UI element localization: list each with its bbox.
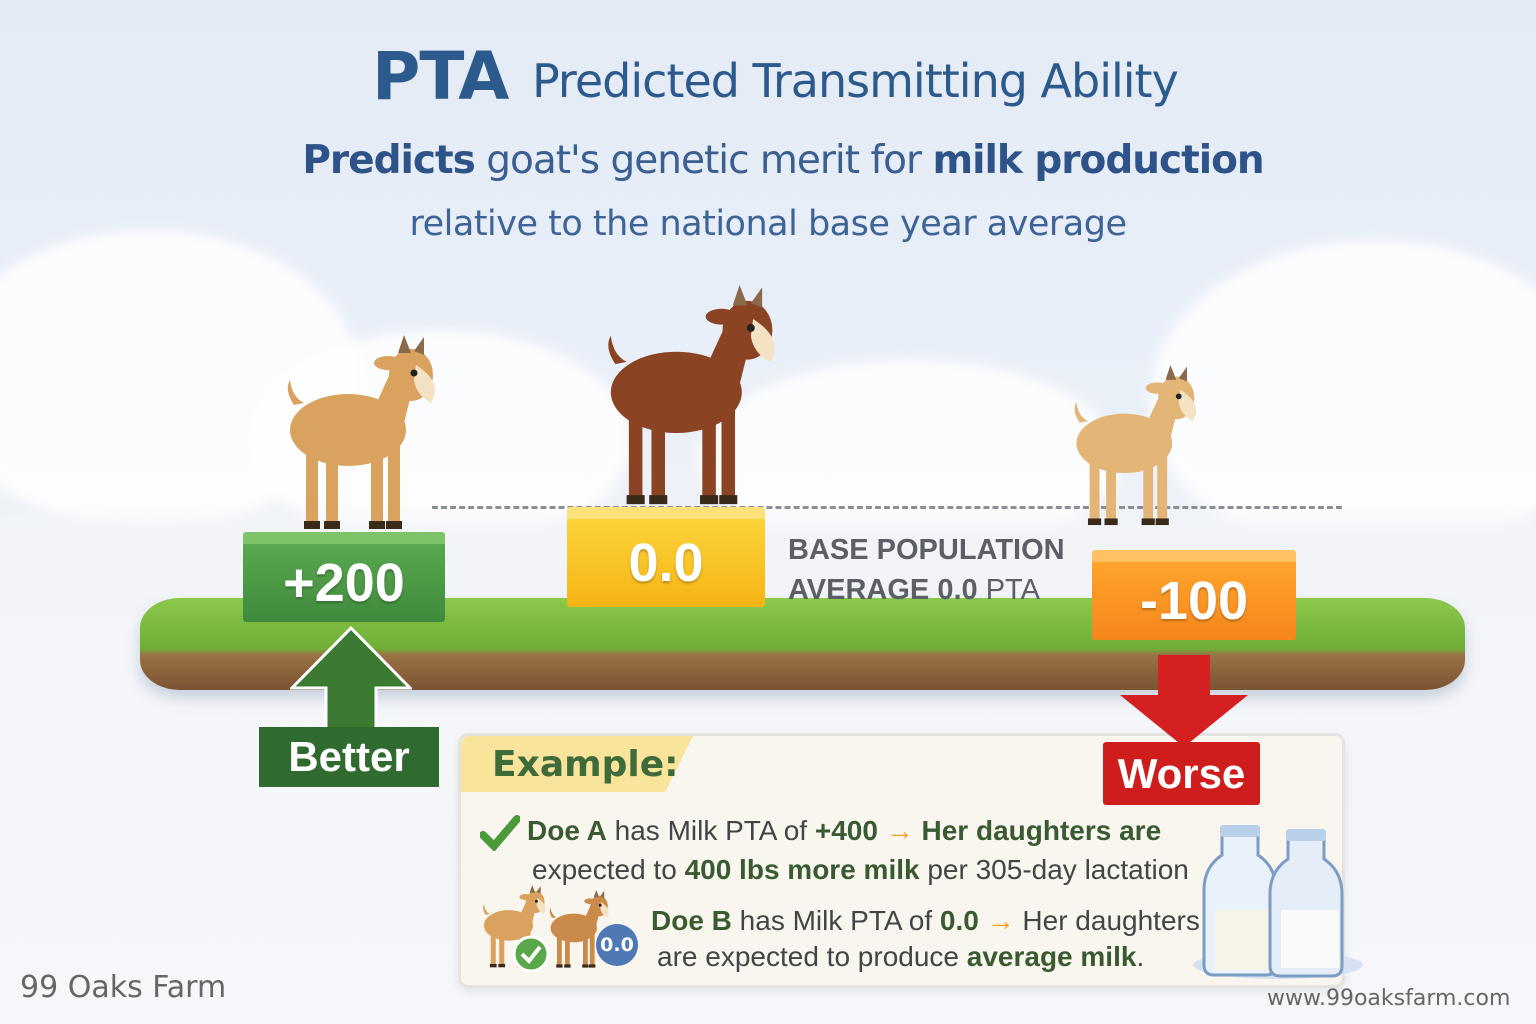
doe-a-line2: expected to 400 lbs more milk per 305-da… bbox=[532, 854, 1189, 886]
text: per 305-day lactation bbox=[919, 854, 1189, 885]
checkmark-icon bbox=[480, 815, 520, 851]
subtitle-text: goat's genetic merit for bbox=[474, 138, 933, 183]
subtitle-bold: Predicts bbox=[302, 138, 476, 183]
subtitle-line2: relative to the national base year avera… bbox=[409, 204, 1128, 244]
pta-average-block: 0.0 bbox=[567, 507, 765, 607]
base-line2: AVERAGE 0.0 bbox=[788, 574, 978, 606]
base-population-label: BASE POPULATION AVERAGE 0.0 PTA bbox=[788, 530, 1065, 610]
website-url: www.99oaksfarm.com bbox=[1267, 986, 1511, 1011]
check-badge-icon bbox=[512, 935, 550, 973]
better-label: Better bbox=[259, 727, 439, 787]
text: . bbox=[1136, 941, 1145, 972]
farm-name: 99 Oaks Farm bbox=[20, 970, 227, 1005]
doe-b-name: Doe B bbox=[651, 905, 732, 936]
worse-label: Worse bbox=[1103, 742, 1260, 805]
example-tab bbox=[461, 736, 693, 792]
average-dashed-line bbox=[432, 506, 1342, 509]
pta-low-block: -100 bbox=[1092, 550, 1296, 640]
arrow-down-icon bbox=[1120, 655, 1248, 747]
doe-a-name: Doe A bbox=[527, 815, 607, 846]
example-heading: Example: bbox=[492, 744, 679, 785]
arrow-right-icon: → bbox=[978, 905, 1023, 936]
ground-haze bbox=[0, 520, 1536, 600]
text: expected to bbox=[532, 854, 685, 885]
goat-average-icon bbox=[595, 280, 787, 516]
doe-b-line2: are expected to produce average milk. bbox=[657, 941, 1144, 973]
doe-b-value: 0.0 bbox=[939, 905, 979, 936]
goat-low-icon bbox=[1055, 365, 1215, 530]
goat-high-icon bbox=[275, 335, 447, 535]
title-abbr: PTA bbox=[372, 38, 509, 115]
text: has Milk PTA of bbox=[731, 905, 940, 936]
text: has Milk PTA of bbox=[606, 815, 815, 846]
doe-a-value: +400 bbox=[814, 815, 878, 846]
arrow-right-icon: → bbox=[877, 815, 922, 846]
title-full: Predicted Transmitting Ability bbox=[532, 54, 1179, 108]
text: 400 lbs more milk bbox=[684, 854, 920, 885]
base-line1: BASE POPULATION bbox=[788, 534, 1065, 566]
subtitle-bold: milk production bbox=[932, 138, 1264, 183]
text: Her daughters bbox=[1022, 905, 1200, 936]
arrow-up-icon bbox=[290, 626, 412, 730]
milk-bottles-icon bbox=[1193, 825, 1363, 979]
text: average milk bbox=[966, 941, 1137, 972]
text: Her daughters are bbox=[921, 815, 1162, 846]
pta-high-block: +200 bbox=[243, 532, 445, 622]
pta-zero-badge: 0.0 bbox=[596, 924, 638, 966]
doe-a-line1: Doe A has Milk PTA of +400 → Her daughte… bbox=[527, 815, 1161, 847]
subtitle: Predicts goat's genetic merit for milk p… bbox=[0, 138, 1536, 183]
doe-b-line1: Doe B has Milk PTA of 0.0 → Her daughter… bbox=[651, 905, 1200, 937]
base-unit: PTA bbox=[977, 574, 1040, 606]
text: are expected to produce bbox=[657, 941, 967, 972]
